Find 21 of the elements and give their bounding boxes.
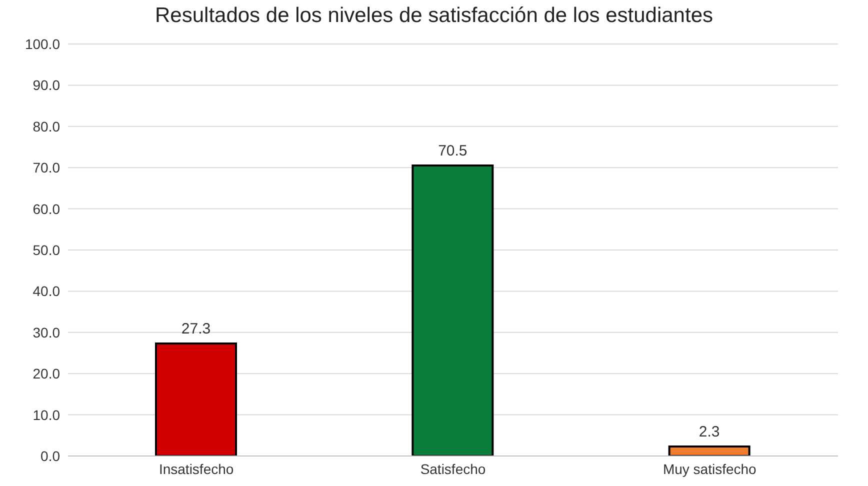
x-tick-label: Satisfecho bbox=[420, 460, 486, 477]
y-tick-label: 30.0 bbox=[32, 324, 60, 340]
y-tick-label: 70.0 bbox=[32, 160, 60, 176]
x-tick-label: Insatisfecho bbox=[158, 460, 234, 477]
y-tick-label: 40.0 bbox=[32, 283, 60, 300]
y-tick-label: 50.0 bbox=[32, 242, 60, 258]
y-tick-label: 90.0 bbox=[32, 77, 60, 94]
data-label: 27.3 bbox=[181, 320, 211, 338]
y-tick-label: 60.0 bbox=[32, 200, 60, 217]
bar bbox=[668, 446, 750, 456]
bar bbox=[155, 342, 237, 456]
bar bbox=[412, 164, 494, 456]
y-tick-label: 0.0 bbox=[40, 448, 60, 464]
chart-title: Resultados de los niveles de satisfacción de los estudiantes bbox=[154, 3, 714, 29]
y-tick-label: 10.0 bbox=[32, 406, 60, 423]
x-tick-label: Muy satisfecho bbox=[662, 460, 757, 477]
y-tick-label: 80.0 bbox=[32, 118, 60, 134]
y-tick-label: 100.0 bbox=[24, 36, 60, 52]
data-label: 2.3 bbox=[698, 424, 720, 441]
y-tick-label: 20.0 bbox=[32, 366, 60, 382]
data-label: 70.5 bbox=[438, 142, 468, 160]
